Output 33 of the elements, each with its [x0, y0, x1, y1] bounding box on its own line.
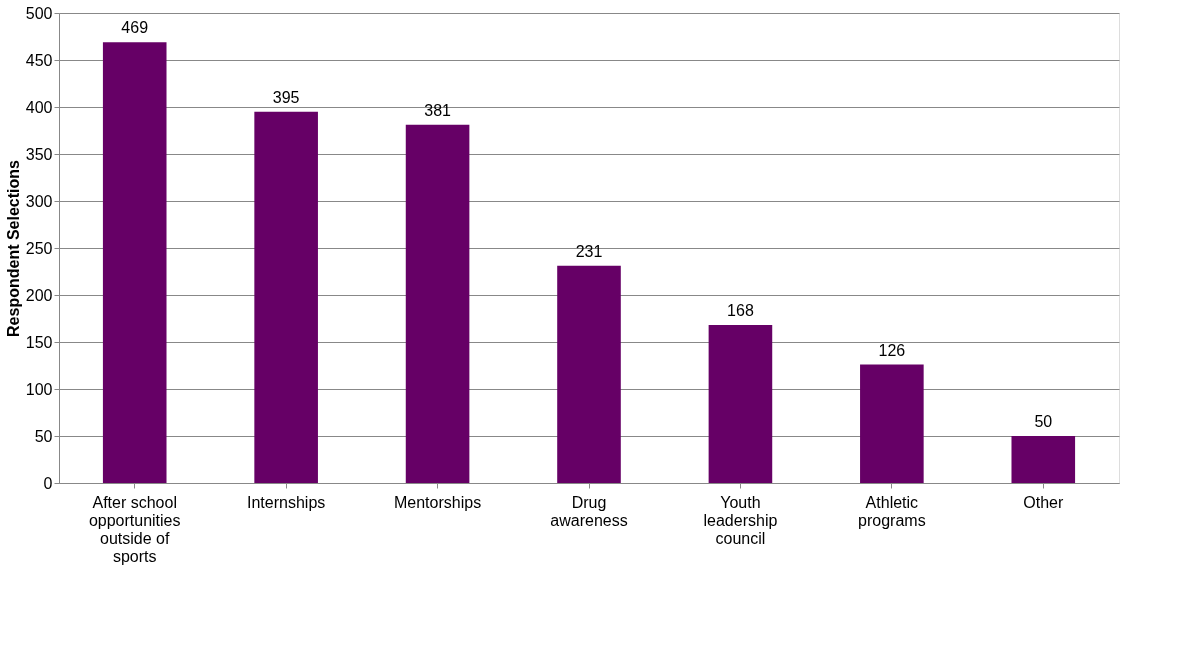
x-tick-label: Mentorships [393, 493, 482, 511]
data-label: 395 [272, 88, 300, 106]
y-tick-label: 100 [25, 380, 53, 398]
x-tick-label: Youth leadership council [703, 493, 778, 547]
x-tick-label: Athletic programs [858, 493, 926, 529]
y-tick-label: 450 [25, 51, 53, 69]
y-axis-title: Respondent Selections [4, 159, 22, 337]
y-tick-label: 500 [25, 4, 53, 22]
data-label: 168 [727, 302, 754, 320]
x-tick-label: Internships [247, 493, 326, 511]
data-label: 469 [121, 19, 149, 37]
y-tick-label: 0 [43, 474, 53, 492]
bar [860, 364, 924, 483]
bar [708, 325, 773, 483]
data-label: 231 [575, 242, 603, 260]
bar [102, 42, 167, 483]
y-tick-label: 400 [25, 98, 53, 116]
y-tick-label: 350 [25, 145, 53, 163]
data-label: 126 [878, 341, 906, 359]
bar [405, 124, 470, 483]
y-tick-label: 150 [25, 333, 53, 351]
y-tick-label: 300 [25, 192, 53, 210]
data-label: 50 [1034, 413, 1053, 430]
bar [254, 111, 318, 483]
x-tick-label: After school opportunities outside of sports [88, 493, 181, 565]
y-tick-label: 50 [34, 427, 53, 445]
y-tick-label: 200 [25, 286, 53, 304]
data-label: 381 [424, 101, 452, 119]
bar [557, 265, 621, 483]
x-tick-label: Drug awareness [550, 493, 628, 529]
bar [1011, 436, 1076, 483]
x-tick-label: Other [1023, 493, 1064, 511]
y-tick-label: 250 [25, 239, 53, 257]
